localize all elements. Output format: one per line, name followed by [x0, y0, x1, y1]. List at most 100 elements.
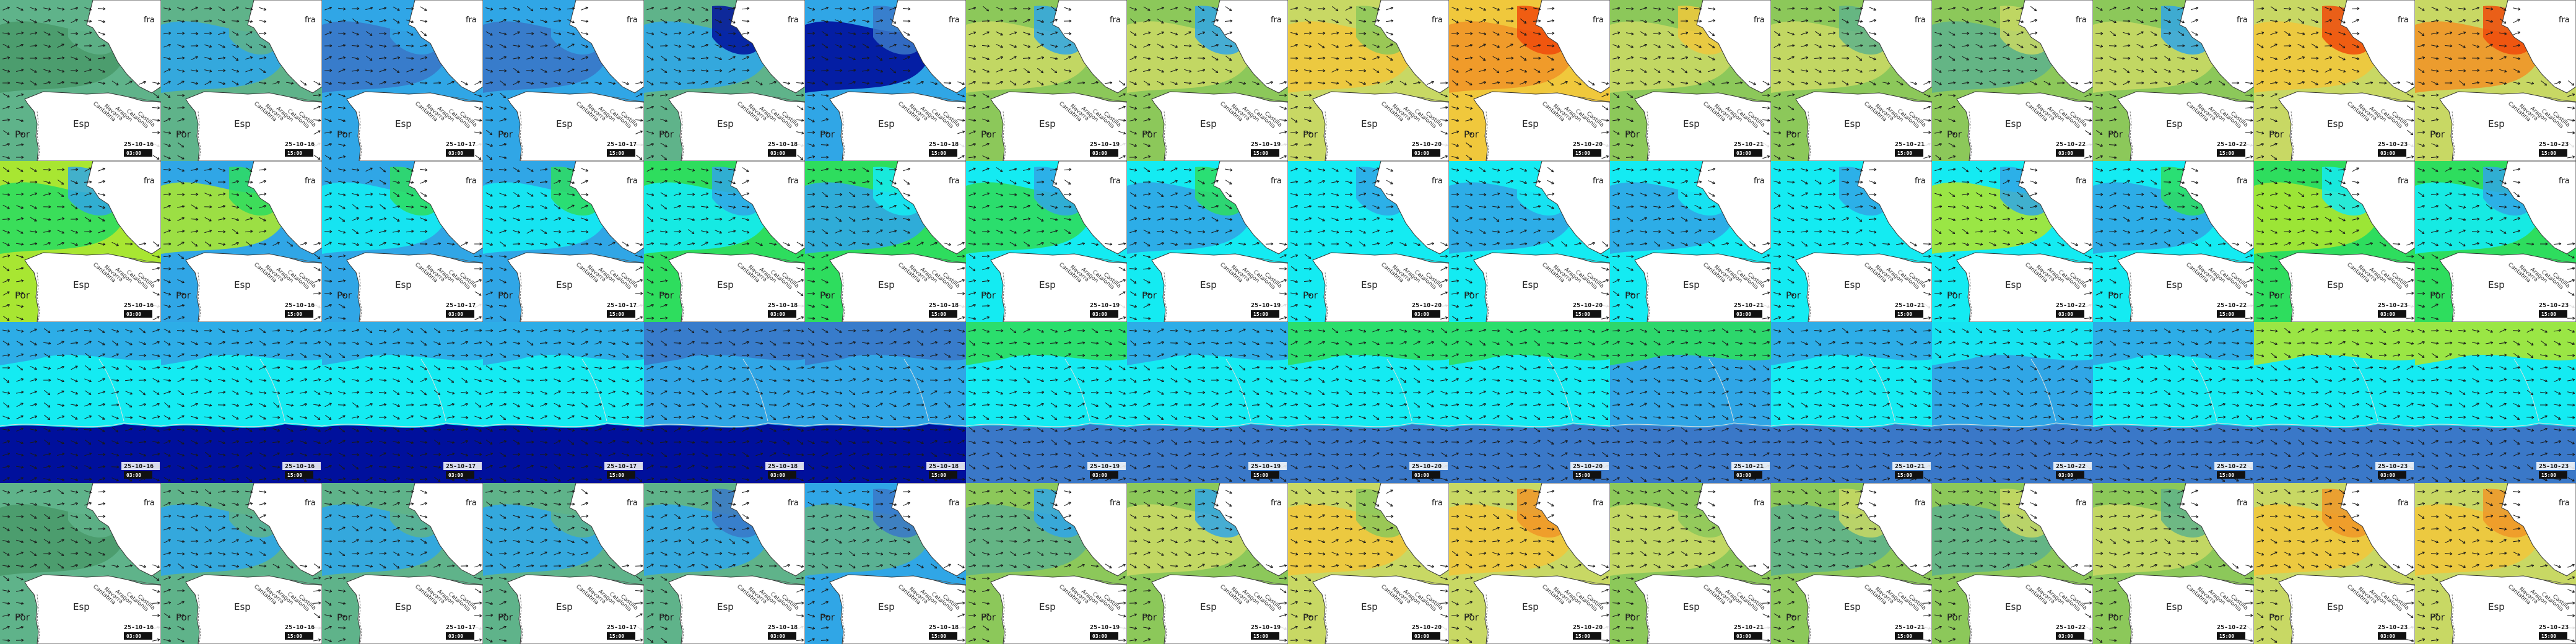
forecast-tile-row-wave-12[interactable]: fra Esp Por Cantabria Navarra Aragon Catalonia… [1771, 161, 1932, 322]
time-stamp-bg [1251, 149, 1279, 157]
forecast-tile-row-period-4[interactable]: 25-10-17 15:00 [483, 322, 644, 483]
forecast-tile-row-period-15[interactable]: 25-10-23 03:00 [2254, 322, 2415, 483]
forecast-tile-row-wind-11[interactable]: fra Esp Por Cantabria Navarra Aragon Catalonia… [1610, 0, 1771, 161]
forecast-tile-row-wave-9[interactable]: fra Esp Por Cantabria Navarra Aragon Catalonia… [1288, 161, 1449, 322]
frame-time: 15:00 [287, 633, 302, 639]
forecast-tile-row-wind-6[interactable]: fra Esp Por Cantabria Navarra Aragon Catalonia… [805, 0, 966, 161]
label-portugal: Por [820, 129, 835, 140]
forecast-tile-row-gust-3[interactable]: fra Esp Por Cantabria Navarra Aragon Catalonia… [322, 483, 483, 644]
frame-time: 15:00 [1575, 150, 1590, 156]
forecast-tile-row-wave-10[interactable]: fra Esp Por Cantabria Navarra Aragon Catalonia… [1449, 161, 1610, 322]
map-canvas: fraEspPorCantabriaNavarraAragonCatalonia… [161, 161, 322, 322]
forecast-tile-row-period-12[interactable]: 25-10-21 15:00 [1771, 322, 1932, 483]
border-portugal [2130, 594, 2133, 644]
time-stamp-bg [607, 471, 635, 479]
forecast-tile-row-wind-13[interactable]: fra Esp Por Cantabria Navarra Aragon Catalonia… [1932, 0, 2093, 161]
forecast-tile-row-wind-16[interactable]: fra Esp Por Cantabria Navarra Aragon Catalonia… [2415, 0, 2576, 161]
coastline [805, 422, 966, 427]
time-stamp-bg [285, 471, 313, 479]
forecast-tile-row-gust-16[interactable]: fra Esp Por Cantabria Navarra Aragon Catalonia… [2415, 483, 2576, 644]
forecast-tile-row-wind-2[interactable]: fra Esp Por Cantabria Navarra Aragon Catalonia… [161, 0, 322, 161]
forecast-tile-row-gust-4[interactable]: fra Esp Por Cantabria Navarra Aragon Catalonia… [483, 483, 644, 644]
forecast-tile-row-wind-8[interactable]: fra Esp Por Cantabria Navarra Aragon Catalonia… [1127, 0, 1288, 161]
date-stamp-bg [282, 462, 321, 470]
forecast-tile-row-wind-9[interactable]: fra Esp Por Cantabria Navarra Aragon Catalonia… [1288, 0, 1449, 161]
forecast-tile-row-wind-10[interactable]: fra Esp Por Cantabria Navarra Aragon Catalonia… [1449, 0, 1610, 161]
forecast-tile-row-gust-6[interactable]: fra Esp Por Cantabria Navarra Aragon Catalonia… [805, 483, 966, 644]
forecast-tile-row-wind-1[interactable]: fra Esp Por Cantabria Navarra Aragon Catalonia… [0, 0, 161, 161]
forecast-tile-row-gust-12[interactable]: fra Esp Por Cantabria Navarra Aragon Catalonia… [1771, 483, 1932, 644]
forecast-tile-row-gust-7[interactable]: fra Esp Por Cantabria Navarra Aragon Catalonia… [966, 483, 1127, 644]
forecast-tile-row-period-1[interactable]: 25-10-16 03:00 [0, 322, 161, 483]
map-canvas: fraEspPorCantabriaNavarraAragonCatalonia… [1932, 161, 2093, 322]
forecast-tile-row-period-11[interactable]: 25-10-21 03:00 [1610, 322, 1771, 483]
forecast-tile-row-period-5[interactable]: 25-10-18 03:00 [644, 322, 805, 483]
forecast-tile-row-wave-5[interactable]: fra Esp Por Cantabria Navarra Aragon Catalonia… [644, 161, 805, 322]
label-spain: Esp [2327, 118, 2344, 129]
coastline [2093, 422, 2254, 427]
border-spain-france [1414, 257, 1449, 263]
forecast-tile-row-wave-13[interactable]: fra Esp Por Cantabria Navarra Aragon Catalonia… [1932, 161, 2093, 322]
border-spain-france [1253, 257, 1288, 263]
time-stamp-bg [1573, 471, 1601, 479]
coastline [98, 359, 124, 422]
border-portugal [842, 272, 845, 322]
forecast-tile-row-gust-13[interactable]: fra Esp Por Cantabria Navarra Aragon Catalonia… [1932, 483, 2093, 644]
forecast-tile-row-wave-15[interactable]: fra Esp Por Cantabria Navarra Aragon Catalonia… [2254, 161, 2415, 322]
forecast-tile-row-period-10[interactable]: 25-10-20 15:00 [1449, 322, 1610, 483]
forecast-tile-row-gust-1[interactable]: fra Esp Por Cantabria Navarra Aragon Catalonia… [0, 483, 161, 644]
forecast-tile-row-wave-14[interactable]: fra Esp Por Cantabria Navarra Aragon Catalonia… [2093, 161, 2254, 322]
time-stamp-bg [2539, 632, 2567, 640]
label-spain: Esp [2005, 118, 2022, 129]
time-stamp-bg [1251, 310, 1279, 318]
forecast-tile-row-period-16[interactable]: 25-10-23 15:00 [2415, 322, 2576, 483]
date-stamp-bg [2375, 623, 2414, 631]
forecast-tile-row-wave-1[interactable]: fra Esp Por Cantabria Navarra Aragon Catalonia… [0, 161, 161, 322]
coastline [644, 422, 805, 427]
forecast-tile-row-wind-5[interactable]: fra Esp Por Cantabria Navarra Aragon Catalonia… [644, 0, 805, 161]
forecast-tile-row-wave-4[interactable]: fra Esp Por Cantabria Navarra Aragon Catalonia… [483, 161, 644, 322]
forecast-tile-row-wave-7[interactable]: fra Esp Por Cantabria Navarra Aragon Catalonia… [966, 161, 1127, 322]
forecast-tile-row-wind-12[interactable]: fra Esp Por Cantabria Navarra Aragon Catalonia… [1771, 0, 1932, 161]
forecast-tile-row-wind-7[interactable]: fra Esp Por Cantabria Navarra Aragon Catalonia… [966, 0, 1127, 161]
frame-date: 25-10-21 [1734, 624, 1764, 631]
forecast-tile-row-gust-9[interactable]: fra Esp Por Cantabria Navarra Aragon Catalonia… [1288, 483, 1449, 644]
forecast-tile-row-wind-14[interactable]: fra Esp Por Cantabria Navarra Aragon Catalonia… [2093, 0, 2254, 161]
forecast-tile-row-gust-8[interactable]: fra Esp Por Cantabria Navarra Aragon Catalonia… [1127, 483, 1288, 644]
forecast-tile-row-period-7[interactable]: 25-10-19 03:00 [966, 322, 1127, 483]
forecast-tile-row-gust-2[interactable]: fra Esp Por Cantabria Navarra Aragon Catalonia… [161, 483, 322, 644]
forecast-tile-row-period-14[interactable]: 25-10-22 15:00 [2093, 322, 2254, 483]
forecast-tile-row-gust-15[interactable]: fra Esp Por Cantabria Navarra Aragon Catalonia… [2254, 483, 2415, 644]
map-canvas: fraEspPorCantabriaNavarraAragonCatalonia… [805, 161, 966, 322]
forecast-tile-row-period-3[interactable]: 25-10-17 03:00 [322, 322, 483, 483]
forecast-tile-row-gust-5[interactable]: fra Esp Por Cantabria Navarra Aragon Catalonia… [644, 483, 805, 644]
frame-time: 15:00 [931, 311, 946, 317]
frame-time: 03:00 [1414, 311, 1429, 317]
forecast-tile-row-period-8[interactable]: 25-10-19 15:00 [1127, 322, 1288, 483]
time-stamp-bg [124, 471, 152, 479]
forecast-tile-row-wind-15[interactable]: fra Esp Por Cantabria Navarra Aragon Catalonia… [2254, 0, 2415, 161]
forecast-tile-row-gust-14[interactable]: fra Esp Por Cantabria Navarra Aragon Catalonia… [2093, 483, 2254, 644]
label-spain: Esp [395, 601, 412, 612]
forecast-tile-row-gust-10[interactable]: fra Esp Por Cantabria Navarra Aragon Catalonia… [1449, 483, 1610, 644]
forecast-tile-row-period-9[interactable]: 25-10-20 03:00 [1288, 322, 1449, 483]
forecast-tile-row-gust-11[interactable]: fra Esp Por Cantabria Navarra Aragon Catalonia… [1610, 483, 1771, 644]
forecast-tile-row-wave-3[interactable]: fra Esp Por Cantabria Navarra Aragon Catalonia… [322, 161, 483, 322]
forecast-tile-row-wave-11[interactable]: fra Esp Por Cantabria Navarra Aragon Catalonia… [1610, 161, 1771, 322]
forecast-tile-row-wave-2[interactable]: fra Esp Por Cantabria Navarra Aragon Catalonia… [161, 161, 322, 322]
forecast-tile-row-period-2[interactable]: 25-10-16 15:00 [161, 322, 322, 483]
forecast-tile-row-period-6[interactable]: 25-10-18 15:00 [805, 322, 966, 483]
forecast-tile-row-wind-3[interactable]: fra Esp Por Cantabria Navarra Aragon Catalonia… [322, 0, 483, 161]
forecast-tile-row-wave-8[interactable]: fra Esp Por Cantabria Navarra Aragon Catalonia… [1127, 161, 1288, 322]
border-portugal [681, 111, 684, 161]
date-stamp-bg [2375, 301, 2414, 309]
label-france: fra [1432, 498, 1443, 508]
label-portugal: Por [2269, 290, 2284, 301]
forecast-tile-row-wave-16[interactable]: fra Esp Por Cantabria Navarra Aragon Catalonia… [2415, 161, 2576, 322]
forecast-tile-row-period-13[interactable]: 25-10-22 03:00 [1932, 322, 2093, 483]
border-spain-france [931, 257, 966, 263]
forecast-tile-row-wind-4[interactable]: fra Esp Por Cantabria Navarra Aragon Catalonia… [483, 0, 644, 161]
map-canvas: fraEspPorCantabriaNavarraAragonCatalonia… [966, 161, 1127, 322]
forecast-tile-row-wave-6[interactable]: fra Esp Por Cantabria Navarra Aragon Catalonia… [805, 161, 966, 322]
field-contour-a [966, 322, 1127, 365]
